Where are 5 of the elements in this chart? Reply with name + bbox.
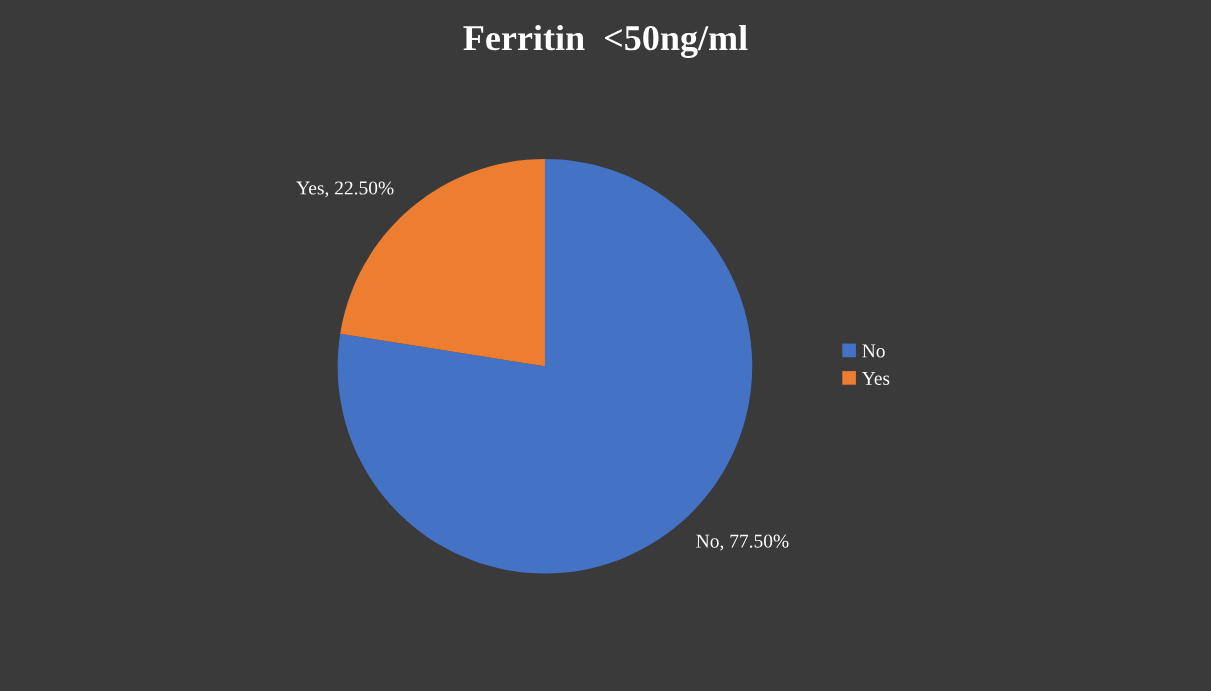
data-label: No, 77.50% <box>696 534 789 551</box>
legend-label: No <box>862 344 885 358</box>
legend-label: Yes <box>861 371 890 385</box>
chart-title: Ferritin <50ng/ml <box>463 24 748 58</box>
data-label: Yes, 22.50% <box>296 181 394 198</box>
